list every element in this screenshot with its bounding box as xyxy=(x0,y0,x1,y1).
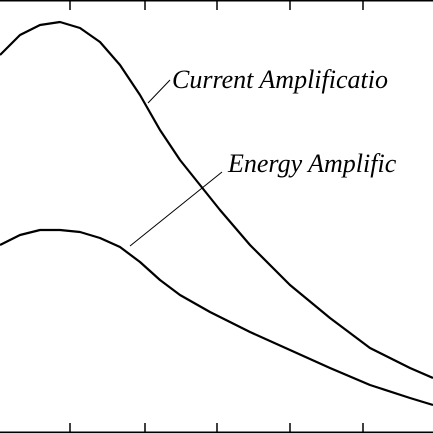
series-label: Current Amplificatio xyxy=(172,65,388,94)
leader-line xyxy=(147,79,171,104)
series-label: Energy Amplific xyxy=(227,149,397,178)
line xyxy=(0,20,433,380)
leader-line xyxy=(129,171,223,247)
line xyxy=(0,228,433,407)
